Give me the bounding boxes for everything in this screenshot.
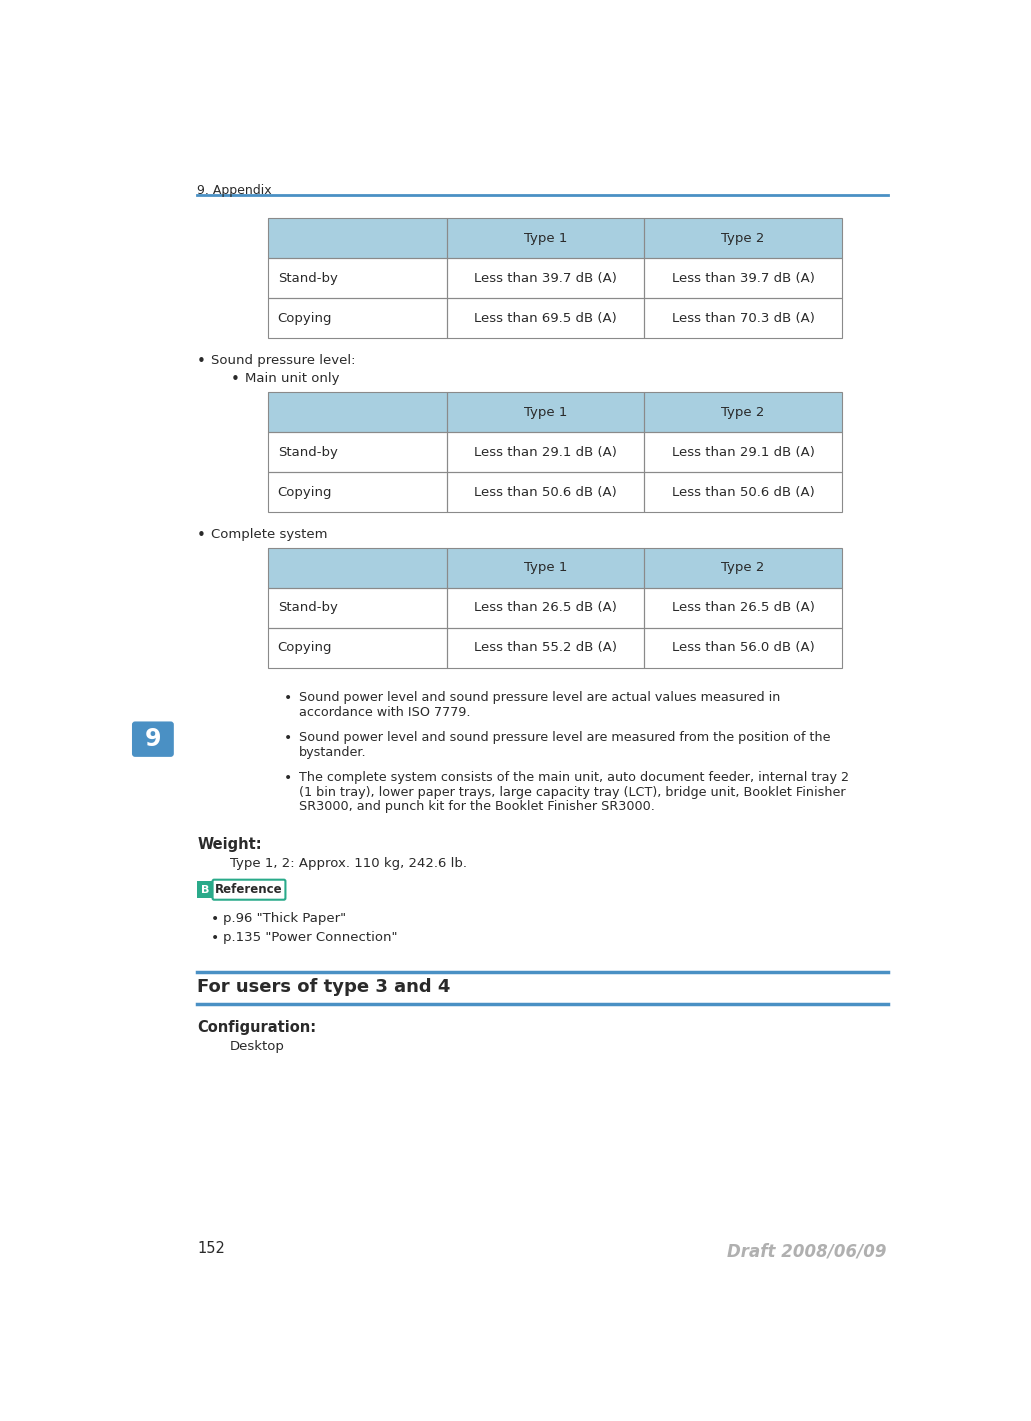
Text: •: • [211,912,220,926]
Text: Reference: Reference [215,884,282,897]
Bar [268,298,842,338]
Text: Less than 26.5 dB (A): Less than 26.5 dB (A) [474,601,617,614]
Text: Type 2: Type 2 [722,406,765,419]
Bar [268,259,842,298]
Text: Less than 70.3 dB (A): Less than 70.3 dB (A) [671,311,814,325]
Text: Desktop: Desktop [230,1040,285,1053]
Bar [446,219,644,259]
Bar [446,432,644,472]
Text: •: • [197,527,206,543]
Text: Less than 26.5 dB (A): Less than 26.5 dB (A) [671,601,814,614]
Text: For users of type 3 and 4: For users of type 3 and 4 [197,978,451,996]
Text: Weight:: Weight: [197,837,262,851]
Text: Type 1: Type 1 [524,406,567,419]
Text: •: • [197,354,206,369]
Bar [446,259,644,298]
Text: B: B [201,885,209,895]
Text: (1 bin tray), lower paper trays, large capacity tray (LCT), bridge unit, Booklet: (1 bin tray), lower paper trays, large c… [299,786,845,799]
Bar [268,588,446,628]
Text: •: • [284,730,292,745]
Bar [446,588,644,628]
Bar [268,588,842,628]
Text: Type 1: Type 1 [524,232,567,244]
Text: •: • [211,931,220,945]
Text: Less than 69.5 dB (A): Less than 69.5 dB (A) [474,311,617,325]
Text: •: • [284,772,292,786]
Text: Sound pressure level:: Sound pressure level: [211,354,356,367]
Text: Sound power level and sound pressure level are actual values measured in: Sound power level and sound pressure lev… [299,691,780,703]
Text: •: • [284,691,292,705]
Text: bystander.: bystander. [299,746,366,759]
Bar [268,628,446,668]
Text: SR3000, and punch kit for the Booklet Finisher SR3000.: SR3000, and punch kit for the Booklet Fi… [299,800,655,813]
Text: Configuration:: Configuration: [197,1020,317,1034]
Bar [644,549,842,588]
Bar [644,628,842,668]
Text: Type 2: Type 2 [722,232,765,244]
Bar [446,628,644,668]
Text: 152: 152 [197,1241,225,1256]
Text: Copying: Copying [277,311,332,325]
Bar [644,259,842,298]
Text: The complete system consists of the main unit, auto document feeder, internal tr: The complete system consists of the main… [299,772,849,784]
Text: Less than 50.6 dB (A): Less than 50.6 dB (A) [671,486,814,499]
Bar [268,219,842,259]
Bar [268,549,446,588]
Text: Main unit only: Main unit only [245,372,339,385]
FancyBboxPatch shape [212,880,286,899]
Text: Complete system: Complete system [211,527,328,541]
Bar [446,392,644,432]
Text: Less than 55.2 dB (A): Less than 55.2 dB (A) [474,641,617,655]
Bar [268,628,842,668]
Text: accordance with ISO 7779.: accordance with ISO 7779. [299,706,470,719]
Text: p.96 "Thick Paper": p.96 "Thick Paper" [224,912,346,925]
Bar [268,549,842,588]
Text: Less than 39.7 dB (A): Less than 39.7 dB (A) [671,271,814,284]
Text: 9: 9 [144,728,161,752]
Text: 9. Appendix: 9. Appendix [197,185,272,198]
Bar [268,432,446,472]
Text: Copying: Copying [277,486,332,499]
Text: Type 1, 2: Approx. 110 kg, 242.6 lb.: Type 1, 2: Approx. 110 kg, 242.6 lb. [230,857,467,870]
Text: Less than 39.7 dB (A): Less than 39.7 dB (A) [474,271,617,284]
Text: Less than 29.1 dB (A): Less than 29.1 dB (A) [671,446,814,459]
Bar [268,298,446,338]
Text: Less than 29.1 dB (A): Less than 29.1 dB (A) [474,446,617,459]
Text: p.135 "Power Connection": p.135 "Power Connection" [224,931,398,944]
Text: Stand-by: Stand-by [277,271,337,284]
FancyBboxPatch shape [132,722,174,757]
Bar [446,298,644,338]
Bar [644,588,842,628]
Bar [644,472,842,513]
Bar [268,392,446,432]
Text: •: • [231,372,240,388]
Text: Type 1: Type 1 [524,561,567,574]
Text: Stand-by: Stand-by [277,446,337,459]
Bar [197,881,214,898]
Bar [268,472,446,513]
Text: Stand-by: Stand-by [277,601,337,614]
Bar [268,472,842,513]
Bar [644,392,842,432]
Bar [268,392,842,432]
Bar [644,219,842,259]
Bar [446,549,644,588]
Bar [644,298,842,338]
Bar [268,432,842,472]
Bar [268,219,446,259]
Text: Less than 50.6 dB (A): Less than 50.6 dB (A) [474,486,617,499]
Text: Draft 2008/06/09: Draft 2008/06/09 [727,1242,887,1260]
Text: Less than 56.0 dB (A): Less than 56.0 dB (A) [671,641,814,655]
Bar [644,432,842,472]
Text: Type 2: Type 2 [722,561,765,574]
Bar [268,259,446,298]
Bar [446,472,644,513]
Text: Sound power level and sound pressure level are measured from the position of the: Sound power level and sound pressure lev… [299,730,830,745]
Text: Copying: Copying [277,641,332,655]
